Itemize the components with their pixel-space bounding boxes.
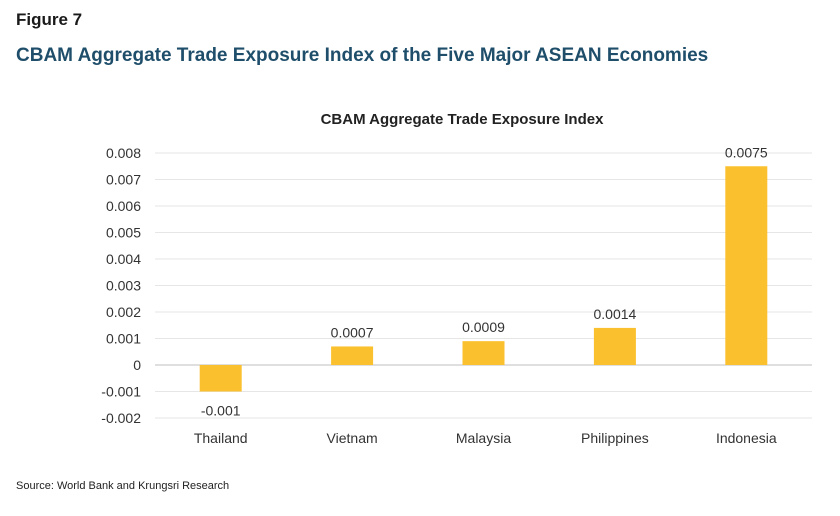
bars (199, 166, 768, 392)
x-category-label: Thailand (194, 430, 248, 446)
bar-indonesia (725, 166, 768, 365)
bar-malaysia (462, 341, 505, 365)
source-note: Source: World Bank and Krungsri Research (16, 480, 230, 492)
y-tick-label: 0.008 (106, 145, 141, 161)
y-tick-label: 0.007 (106, 172, 141, 188)
y-axis-ticks: 0.008 0.007 0.006 0.005 0.004 0.003 0.002 0.001… (101, 145, 141, 426)
x-axis-categories: Thailand Vietnam Malaysia Philippines Indone… (194, 430, 777, 446)
data-labels: -0.001 0.0007 0.0009 0.0014 0.0075 (201, 144, 768, 418)
data-label-malaysia: 0.0009 (462, 319, 505, 335)
y-tick-label: 0.003 (106, 278, 141, 294)
figure-title: CBAM Aggregate Trade Exposure Index of t… (16, 45, 709, 66)
data-label-thailand: -0.001 (201, 403, 241, 419)
bar-thailand (199, 365, 242, 392)
figure-label: Figure 7 (16, 10, 83, 29)
y-tick-label: -0.001 (101, 384, 141, 400)
bar-vietnam (331, 346, 374, 365)
x-category-label: Malaysia (456, 430, 511, 446)
x-category-label: Indonesia (716, 430, 777, 446)
gridlines (155, 152, 812, 419)
y-tick-label: 0.005 (106, 225, 141, 241)
x-category-label: Philippines (581, 430, 649, 446)
x-category-label: Vietnam (327, 430, 378, 446)
y-tick-label: 0.002 (106, 304, 141, 320)
data-label-vietnam: 0.0007 (331, 324, 374, 340)
data-label-philippines: 0.0014 (593, 306, 636, 322)
y-tick-label: 0 (133, 357, 141, 373)
y-tick-label: 0.004 (106, 251, 141, 267)
y-tick-label: 0.006 (106, 198, 141, 214)
y-tick-label: 0.001 (106, 331, 141, 347)
data-label-indonesia: 0.0075 (725, 144, 768, 160)
bar-philippines (593, 327, 636, 365)
chart-title: CBAM Aggregate Trade Exposure Index (321, 111, 604, 128)
y-tick-label: -0.002 (101, 410, 141, 426)
